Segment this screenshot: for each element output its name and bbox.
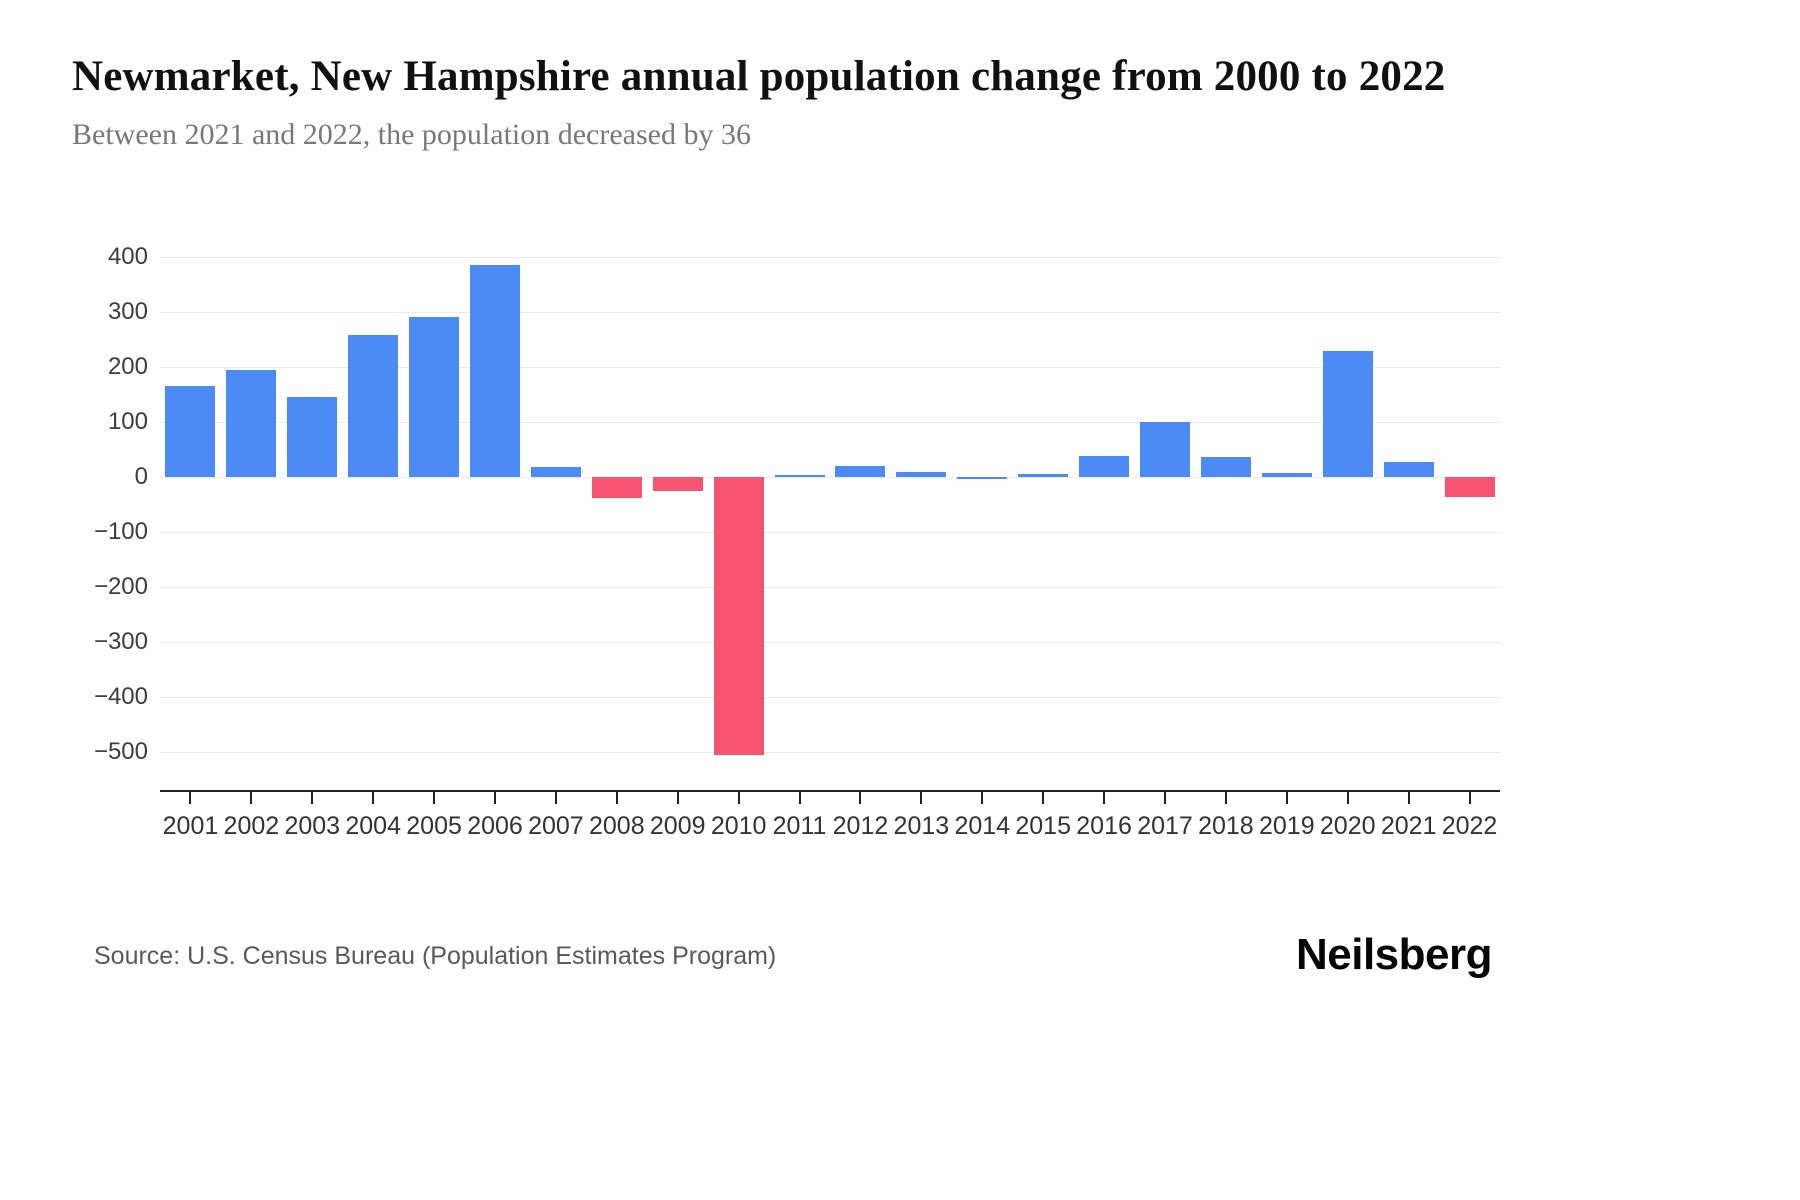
x-tick-label: 2008	[589, 812, 645, 840]
x-tick	[311, 792, 314, 804]
gridline	[160, 367, 1500, 369]
bar-2021[interactable]	[1383, 461, 1434, 478]
x-tick-label: 2004	[345, 812, 401, 840]
y-tick-label: −500	[93, 737, 148, 765]
x-tick-label: 2003	[284, 812, 341, 840]
x-tick-label: 2014	[954, 812, 1011, 840]
bar-2005[interactable]	[409, 317, 460, 478]
y-tick-label: −300	[93, 627, 148, 655]
x-tick-label: 2022	[1441, 812, 1498, 840]
x-tick	[372, 792, 375, 804]
gridline	[160, 586, 1500, 588]
bar-2012[interactable]	[835, 466, 886, 478]
bar-2007[interactable]	[530, 467, 581, 478]
x-tick-label: 2011	[772, 812, 827, 840]
gridline	[160, 477, 1500, 479]
gridline	[160, 696, 1500, 698]
x-axis	[160, 790, 1500, 806]
x-axis-labels: 2001 2002 2003 2004 2005 2006 2007 2008 2009 2010…	[160, 812, 1500, 846]
gridline	[160, 257, 1500, 259]
x-tick-label: 2010	[710, 812, 767, 840]
bar-2010[interactable]	[713, 477, 764, 755]
gridline	[160, 641, 1500, 643]
bar-2003[interactable]	[287, 397, 338, 478]
neilsberg-logo: Neilsberg	[1295, 930, 1493, 979]
bar-2002[interactable]	[226, 370, 277, 478]
y-tick-label: 0	[134, 463, 148, 491]
x-tick-label: 2009	[649, 812, 706, 840]
x-tick	[494, 792, 496, 804]
bar-2008[interactable]	[591, 477, 642, 498]
x-tick	[1164, 792, 1166, 804]
chart-title: Newmarket, New Hampshire annual populati…	[72, 53, 1446, 100]
bar-2013[interactable]	[896, 472, 947, 478]
bar-2015[interactable]	[1018, 473, 1069, 478]
bar-2016[interactable]	[1079, 456, 1130, 478]
x-tick-label: 2005	[406, 812, 462, 840]
bar-2009[interactable]	[652, 477, 703, 492]
x-tick-label: 2021	[1380, 812, 1437, 840]
x-tick-label: 2020	[1319, 812, 1376, 840]
bar-2020[interactable]	[1322, 350, 1373, 478]
bar-2022[interactable]	[1444, 477, 1495, 497]
x-tick-label: 2006	[467, 812, 523, 840]
gridline	[160, 312, 1500, 314]
plot-area	[160, 230, 1500, 790]
x-tick-label: 2015	[1015, 812, 1071, 840]
x-tick-label: 2012	[832, 812, 889, 840]
x-tick	[981, 792, 984, 804]
x-tick-label: 2001	[162, 812, 219, 840]
x-tick	[1285, 792, 1288, 804]
x-tick	[1103, 792, 1106, 804]
y-tick-label: 200	[107, 353, 148, 381]
bar-2019[interactable]	[1261, 473, 1312, 478]
x-tick	[676, 792, 679, 804]
x-tick-label: 2013	[893, 812, 950, 840]
y-tick-label: −100	[93, 517, 148, 545]
x-tick-label: 2002	[223, 812, 280, 840]
x-tick-label: 2017	[1137, 812, 1193, 840]
bar-2017[interactable]	[1140, 422, 1190, 478]
bar-2001[interactable]	[165, 386, 216, 478]
gridline	[160, 751, 1500, 753]
bar-2014[interactable]	[957, 476, 1008, 479]
source-note: Source: U.S. Census Bureau (Population E…	[94, 942, 777, 970]
bar-2018[interactable]	[1200, 457, 1251, 478]
x-tick	[1224, 792, 1227, 804]
x-tick-label: 2007	[528, 812, 584, 840]
x-tick	[737, 792, 740, 804]
bar-2011[interactable]	[774, 474, 825, 478]
y-tick-label: 100	[107, 408, 148, 436]
x-tick	[250, 792, 253, 804]
x-tick	[920, 792, 923, 804]
x-tick	[1468, 792, 1471, 804]
x-tick	[1346, 792, 1349, 804]
x-tick	[433, 792, 436, 804]
x-tick-label: 2019	[1259, 812, 1315, 840]
bar-2004[interactable]	[348, 335, 399, 478]
x-tick	[554, 792, 557, 804]
y-tick-label: −200	[93, 572, 148, 600]
y-tick-label: 300	[107, 298, 148, 326]
y-tick-label: −400	[93, 682, 148, 710]
x-tick	[798, 792, 801, 804]
x-tick-label: 2016	[1076, 812, 1132, 840]
y-tick-label: 400	[107, 243, 148, 271]
y-axis-labels: 400 300 200 100 0 −100 −200 −300 −400 −500	[40, 230, 148, 790]
gridline	[160, 422, 1500, 424]
x-tick	[1407, 792, 1410, 804]
chart-subtitle: Between 2021 and 2022, the population de…	[72, 118, 751, 151]
bar-2006[interactable]	[470, 265, 520, 478]
x-tick-label: 2018	[1198, 812, 1254, 840]
x-tick	[1042, 792, 1045, 804]
x-tick	[859, 792, 862, 804]
x-tick	[615, 792, 618, 804]
gridline	[160, 531, 1500, 533]
x-tick	[189, 792, 192, 804]
